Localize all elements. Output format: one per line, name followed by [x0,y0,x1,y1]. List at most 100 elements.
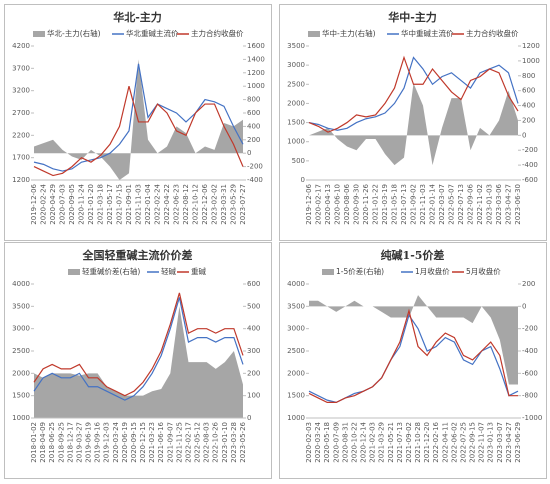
x-tick-label: 2021-09-01 [125,184,133,225]
x-tick-label: 2021-11-03 [419,184,427,225]
x-tick-label: 2023-06-29 [514,422,522,463]
x-tick-label: 2020-04-29 [49,184,57,225]
legend-label: 华北-主力(右轴) [47,28,101,38]
y-tick-label: 1500 [287,119,305,127]
x-tick-label: 2020-09-30 [353,184,361,225]
x-tick-label: 2018-06-25 [48,422,56,463]
x-tick-label: 2023-05-26 [239,421,247,462]
y2-tick-label: -1000 [522,414,542,422]
x-tick-label: 2021-03-19 [381,184,389,225]
y2-tick-label: 100 [247,392,260,400]
x-tick-label: 2021-01-20 [87,184,95,225]
x-tick-label: 2021-12-20 [423,422,431,463]
x-tick-label: 2021-09-02 [410,184,418,225]
x-tick-label: 2023-06-30 [514,184,522,225]
y2-tick-label: -600 [522,369,538,377]
y-tick-label: 2000 [287,99,305,107]
x-tick-label: 2022-11-02 [476,184,484,225]
x-tick-label: 2023-01-03 [486,184,494,225]
y2-tick-label: 200 [247,136,260,144]
x-tick-label: 2022-02-17 [184,422,192,463]
x-tick-label: 2020-12-14 [360,421,368,462]
legend-swatch [68,269,80,275]
y-tick-label: 3500 [12,302,30,310]
x-tick-label: 2022-01-04 [144,183,152,224]
x-tick-label: 2018-01-02 [30,422,38,463]
x-tick-label: 2018-04-09 [39,422,47,463]
x-tick-label: 2020-11-26 [362,183,370,224]
y2-tick-label: 200 [247,369,260,377]
y2-tick-label: -400 [522,347,538,355]
x-tick-label: 2022-07-25 [459,422,467,463]
y-tick-label: 2500 [287,347,305,355]
legend-swatch [33,31,45,37]
x-tick-label: 2023-02-02 [211,184,219,225]
y-tick-label: 2000 [287,369,305,377]
x-tick-label: 2022-06-02 [450,422,458,463]
y2-tick-label: 500 [247,302,260,310]
x-tick-label: 2021-02-03 [369,422,377,463]
y2-tick-label: 1200 [522,42,540,50]
x-tick-label: 2021-11-25 [175,422,183,463]
x-tick-label: 2020-09-05 [68,184,76,225]
y2-tick-label: 200 [522,116,535,124]
y2-tick-label: -400 [247,176,263,184]
x-tick-label: 2023-05-29 [230,184,238,225]
x-tick-label: 2019-06-19 [85,422,93,463]
y2-tick-label: 600 [247,109,260,117]
x-tick-label: 2018-12-17 [66,422,74,463]
x-tick-label: 2021-03-29 [378,422,386,463]
y-tick-label: 2200 [12,131,30,139]
panel-border [279,4,547,241]
chart-title: 纯碱1-5价差 [381,248,445,262]
y2-tick-label: -200 [522,146,538,154]
x-tick-label: 2022-06-23 [173,184,181,225]
y2-tick-label: -200 [522,325,538,333]
legend-label: 主力合约收盘价 [191,28,244,38]
y-tick-label: 3700 [12,64,30,72]
x-tick-label: 2019-03-27 [75,422,83,463]
y-tick-label: 2500 [12,347,30,355]
y-tick-label: 1200 [12,176,30,184]
x-tick-label: 2022-12-06 [201,183,209,224]
y2-tick-label: 800 [522,72,535,80]
x-tick-label: 2021-07-13 [396,422,404,463]
y-tick-label: 0 [301,176,305,184]
x-tick-label: 2021-10-28 [414,422,422,463]
legend-label: 5月收盘价 [466,266,501,276]
line [33,86,244,177]
x-tick-label: 2023-03-31 [220,184,228,225]
x-tick-label: 2020-02-03 [305,422,313,463]
x-tick-label: 2022-04-11 [441,422,449,463]
x-tick-label: 2022-09-15 [469,422,477,463]
x-tick-label: 2022-11-07 [478,422,486,463]
legend-label: 轻重碱价差(右轴) [82,266,140,276]
y-tick-label: 2000 [12,369,30,377]
x-tick-label: 2023-03-28 [230,422,238,463]
y2-tick-label: 0 [247,149,251,157]
legend-label: 华北重碱主流价 [126,28,179,38]
x-tick-label: 2020-08-06 [343,183,351,224]
x-tick-label: 2022-04-22 [163,184,171,225]
x-tick-label: 2021-05-17 [106,184,114,225]
y2-tick-label: -400 [522,161,538,169]
y-tick-label: 3200 [12,87,30,95]
y2-tick-label: -200 [247,163,263,171]
y-tick-label: 1700 [12,154,30,162]
x-tick-label: 2020-02-24 [40,183,48,224]
x-tick-label: 2020-09-15 [130,422,138,463]
legend-swatch [322,269,334,275]
x-tick-label: 2021-06-16 [157,421,165,462]
y-tick-label: 1000 [287,138,305,146]
x-tick-label: 2020-06-10 [334,184,342,225]
y2-tick-label: 0 [522,131,526,139]
y2-tick-label: 0 [247,414,251,422]
x-tick-label: 2023-04-27 [505,422,513,463]
line [33,297,244,401]
y-tick-label: 1000 [12,414,30,422]
x-tick-label: 2021-07-15 [116,184,124,225]
x-tick-label: 2022-08-03 [203,422,211,463]
x-tick-label: 2020-04-13 [324,184,332,225]
y-tick-label: 4200 [12,42,30,50]
